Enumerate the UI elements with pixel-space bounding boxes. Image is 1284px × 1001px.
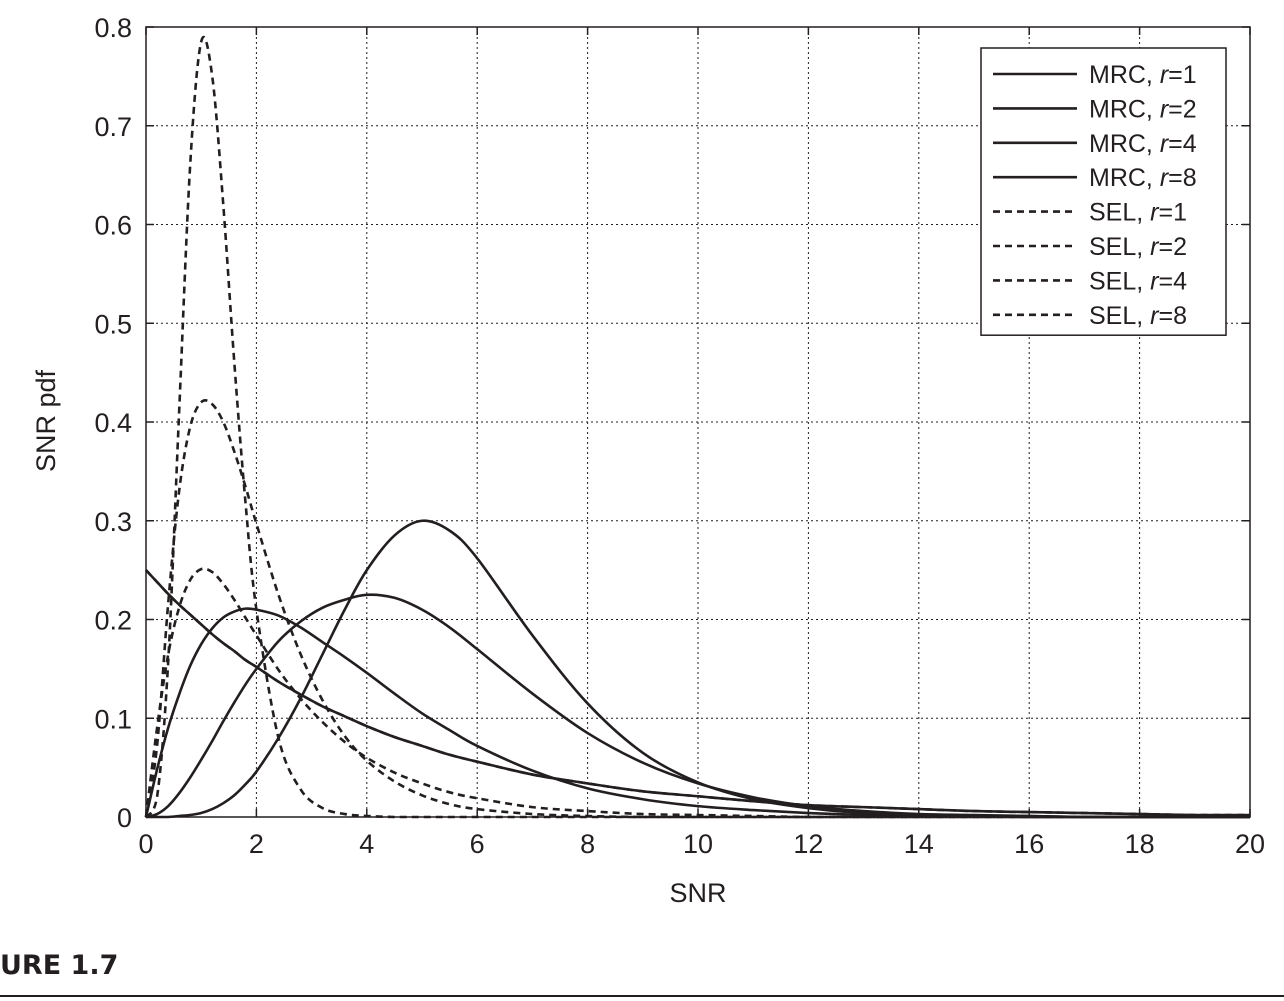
axis-ticks: 0 2 4 6 8 10 12 14 16 18 20 0 0.1 0.2 0.3 0.4 0.5 0.6 0.7 0… xyxy=(94,13,1265,859)
x-tick-label: 14 xyxy=(904,829,934,859)
y-tick-label: 0 xyxy=(117,803,132,833)
y-tick-label: 0.3 xyxy=(94,507,132,537)
y-axis-title: SNR pdf xyxy=(31,369,61,472)
legend-label: SEL, r=2 xyxy=(1089,233,1187,261)
mrc-r8-curve xyxy=(146,519,1250,819)
figure-caption: URE 1.7 xyxy=(0,950,119,981)
x-tick-label: 10 xyxy=(683,829,713,859)
legend-label: MRC, r=8 xyxy=(1089,164,1197,192)
x-tick-label: 4 xyxy=(359,829,374,859)
x-tick-label: 12 xyxy=(793,829,823,859)
y-tick-label: 0.5 xyxy=(94,309,132,339)
x-tick-label: 0 xyxy=(138,829,153,859)
x-tick-label: 2 xyxy=(249,829,264,859)
y-tick-label: 0.7 xyxy=(94,112,132,142)
y-tick-label: 0.8 xyxy=(94,13,132,43)
x-tick-label: 18 xyxy=(1125,829,1155,859)
legend-label: MRC, r=1 xyxy=(1089,61,1197,89)
legend-label: SEL, r=4 xyxy=(1089,267,1187,295)
caption-rule xyxy=(0,995,1284,997)
y-tick-label: 0.6 xyxy=(94,211,132,241)
x-tick-label: 6 xyxy=(470,829,485,859)
y-tick-label: 0.2 xyxy=(94,606,132,636)
snr-pdf-chart: 0 2 4 6 8 10 12 14 16 18 20 0 0.1 0.2 0.3 0.4 0.5 0.6 0.7 0… xyxy=(31,13,1265,908)
x-tick-label: 8 xyxy=(580,829,595,859)
legend-label: SEL, r=8 xyxy=(1089,302,1187,330)
x-tick-label: 20 xyxy=(1235,829,1265,859)
legend-label: SEL, r=1 xyxy=(1089,199,1187,227)
y-tick-label: 0.1 xyxy=(94,704,132,734)
legend-label: MRC, r=2 xyxy=(1089,95,1197,123)
x-tick-label: 16 xyxy=(1014,829,1044,859)
x-axis-title: SNR xyxy=(669,878,726,908)
y-tick-label: 0.4 xyxy=(94,408,132,438)
legend-label: MRC, r=4 xyxy=(1089,130,1197,158)
legend-box xyxy=(980,47,1227,336)
sel-r1-curve xyxy=(145,569,1251,817)
legend: MRC, r=1 MRC, r=2 MRC, r=4 MRC, r=8 SEL, r=1… xyxy=(980,47,1227,336)
